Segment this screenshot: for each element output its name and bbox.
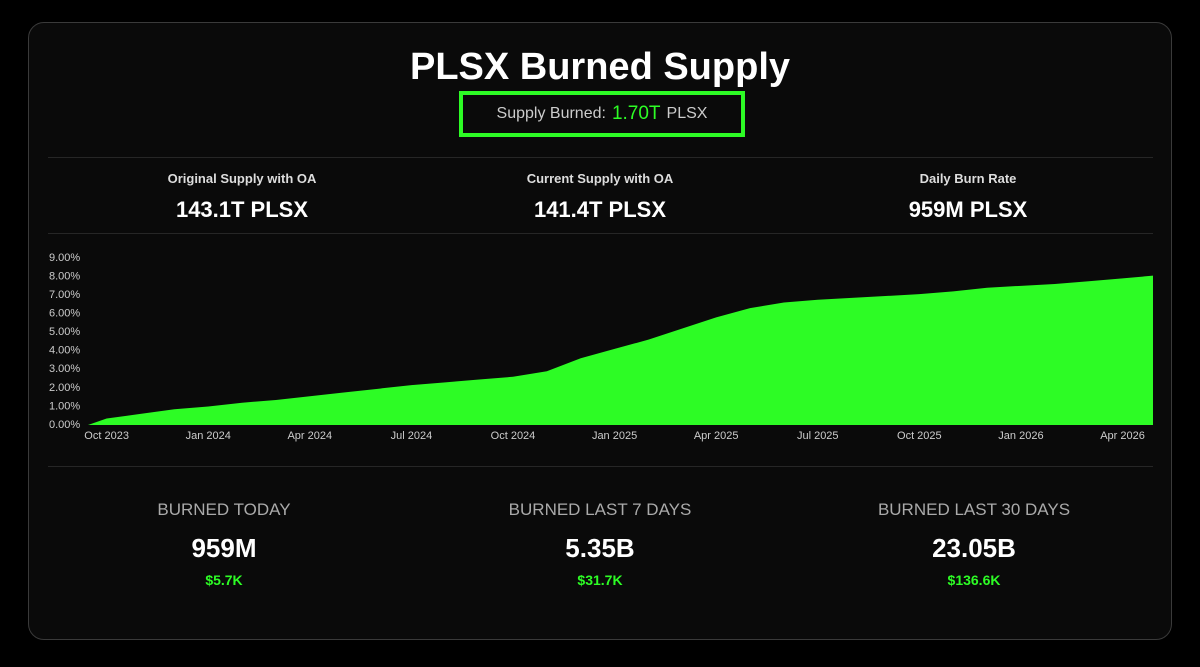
burn-usd: $5.7K [205, 572, 243, 588]
divider [48, 466, 1153, 467]
burn-usd: $31.7K [577, 572, 623, 588]
x-tick-label: Jan 2026 [998, 430, 1043, 442]
y-tick-label: 0.00% [49, 419, 80, 431]
burn-usd: $136.6K [947, 572, 1001, 588]
stat-value: 143.1T PLSX [175, 197, 309, 222]
supply-box: Supply Burned: 1.70T PLSX [459, 91, 745, 137]
x-tick-label: Oct 2023 [84, 430, 129, 442]
x-tick-label: Apr 2026 [1100, 430, 1145, 442]
burn-label: BURNED LAST 7 DAYS [508, 500, 692, 519]
title: PLSX Burned Supply [409, 46, 791, 88]
divider [48, 157, 1153, 158]
y-tick-label: 9.00% [49, 252, 80, 264]
y-tick-label: 4.00% [49, 345, 80, 357]
burn-amount: 5.35B [565, 533, 635, 563]
y-tick-label: 3.00% [49, 363, 80, 375]
x-tick-label: Jul 2025 [797, 430, 839, 442]
stat-label: Original Supply with OA [167, 171, 317, 186]
burn-label: BURNED TODAY [157, 500, 291, 519]
x-tick-label: Jan 2025 [592, 430, 637, 442]
stat-value: 959M PLSX [908, 197, 1028, 222]
supply-value: 1.70T [611, 103, 661, 124]
area [88, 275, 1153, 425]
stat-label: Daily Burn Rate [919, 171, 1017, 186]
y-tick-label: 2.00% [49, 382, 80, 394]
x-tick-label: Apr 2024 [287, 430, 332, 442]
burn-label: BURNED LAST 30 DAYS [877, 500, 1071, 519]
supply-label: Supply Burned: [496, 105, 606, 122]
stat-label: Current Supply with OA [526, 171, 674, 186]
x-tick-label: Apr 2025 [694, 430, 739, 442]
x-tick-label: Jan 2024 [186, 430, 231, 442]
y-tick-label: 7.00% [49, 289, 80, 301]
y-tick-label: 5.00% [49, 326, 80, 338]
burn-amount: 959M [191, 533, 257, 563]
y-tick-label: 1.00% [49, 400, 80, 412]
y-tick-label: 6.00% [49, 308, 80, 320]
x-tick-label: Oct 2025 [897, 430, 942, 442]
burn-amount: 23.05B [932, 533, 1016, 563]
y-tick-label: 8.00% [49, 270, 80, 282]
supply-unit: PLSX [666, 105, 708, 122]
x-tick-label: Jul 2024 [391, 430, 433, 442]
x-tick-label: Oct 2024 [491, 430, 536, 442]
divider [48, 233, 1153, 234]
stat-value: 141.4T PLSX [533, 197, 667, 222]
